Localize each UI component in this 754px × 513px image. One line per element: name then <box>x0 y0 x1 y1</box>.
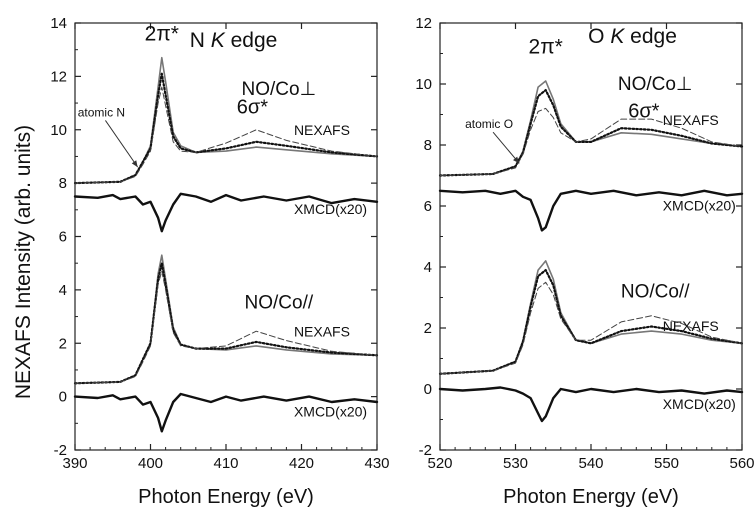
x-tick-label: 530 <box>503 455 528 472</box>
plot-frame <box>74 22 378 451</box>
atomic-arrow <box>492 131 520 164</box>
series-line-par-dashed <box>439 281 743 375</box>
o-k-edge-panel: 520 530 540 550 560 -2 0 2 4 6 8 10 12 Photon Energy … <box>415 15 754 508</box>
perpendicular-label: NO/Co⊥ <box>618 74 693 95</box>
xmcd-lower-label: XMCD(x20) <box>294 404 367 420</box>
y-tick-label: 12 <box>50 68 67 85</box>
x-tick-label: 560 <box>729 455 754 472</box>
y-tick-label: 6 <box>59 229 67 246</box>
parallel-label: NO/Co// <box>621 282 690 303</box>
y-tick-label: -2 <box>419 442 432 459</box>
y-tick-label: 2 <box>424 320 432 337</box>
xmcd-lower-label: XMCD(x20) <box>663 396 736 412</box>
x-tick-label: 520 <box>427 455 452 472</box>
edge-title: N K edge <box>190 29 278 52</box>
x-tick-label: 430 <box>364 455 389 472</box>
series-line-perp-solid <box>74 56 378 184</box>
series-line-par-dotted <box>73 262 379 385</box>
series-line-par-dotted <box>438 269 744 375</box>
nexafs-lower-label: NEXAFS <box>294 324 350 340</box>
atomic-arrow-head <box>131 160 138 168</box>
x-tick-label: 540 <box>578 455 603 472</box>
y-tick-label: 10 <box>50 122 67 139</box>
y-tick-label: 14 <box>50 15 67 32</box>
series-line-par_xmcd-solid <box>73 392 379 433</box>
y-tick-label: 0 <box>59 389 67 406</box>
parallel-label: NO/Co// <box>245 293 314 314</box>
perpendicular-label: NO/Co⊥ <box>242 79 317 100</box>
series-line-perp_xmcd-solid <box>73 192 379 233</box>
atomic-arrow <box>105 120 139 168</box>
series-line-perp_xmcd-solid <box>438 189 744 232</box>
x-tick-label: 420 <box>289 455 314 472</box>
series-line-perp-dashed <box>74 86 378 184</box>
y-tick-label: 10 <box>415 76 432 93</box>
nexafs-upper-label: NEXAFS <box>294 122 350 138</box>
sigma-star-label: 6σ* <box>237 97 268 119</box>
series-line-par-solid <box>74 254 378 385</box>
y-tick-label: 4 <box>59 282 67 299</box>
pi-star-label: 2π* <box>145 22 179 45</box>
x-tick-label: 410 <box>213 455 238 472</box>
xmcd-upper-label: XMCD(x20) <box>294 201 367 217</box>
atomic-arrow-head <box>513 156 520 164</box>
x-axis-label: Photon Energy (eV) <box>138 486 314 508</box>
y-tick-label: 12 <box>415 15 432 32</box>
y-tick-label: -2 <box>54 442 67 459</box>
x-tick-label: 390 <box>62 455 87 472</box>
pi-star-label: 2π* <box>529 36 563 59</box>
x-axis-label: Photon Energy (eV) <box>503 486 679 508</box>
atomic-label: atomic N <box>78 105 125 119</box>
y-axis-label: NEXAFS Intensity (arb. units) <box>12 125 35 399</box>
x-tick-label: 400 <box>138 455 163 472</box>
n-k-edge-panel: 390 400 410 420 430 -2 0 2 4 6 8 10 12 14 Photon Energ… <box>50 15 389 508</box>
xmcd-upper-label: XMCD(x20) <box>663 198 736 214</box>
series-line-par-dashed <box>74 270 378 384</box>
y-tick-label: 0 <box>424 381 432 398</box>
y-tick-label: 2 <box>59 335 67 352</box>
series-line-perp-dotted <box>438 89 744 177</box>
y-tick-label: 6 <box>424 198 432 215</box>
atomic-label: atomic O <box>465 117 513 131</box>
plot-frame <box>439 22 743 451</box>
series-line-par_xmcd-solid <box>438 386 744 423</box>
nexafs-lower-label: NEXAFS <box>663 318 719 334</box>
y-tick-label: 8 <box>59 175 67 192</box>
y-tick-label: 4 <box>424 259 432 276</box>
y-tick-label: 8 <box>424 137 432 154</box>
edge-title: O K edge <box>588 25 677 48</box>
series-line-perp-dotted <box>73 72 379 185</box>
x-tick-label: 550 <box>654 455 679 472</box>
sigma-star-label: 6σ* <box>628 101 659 123</box>
nexafs-upper-label: NEXAFS <box>663 112 719 128</box>
series-line-perp-dashed <box>439 107 743 176</box>
